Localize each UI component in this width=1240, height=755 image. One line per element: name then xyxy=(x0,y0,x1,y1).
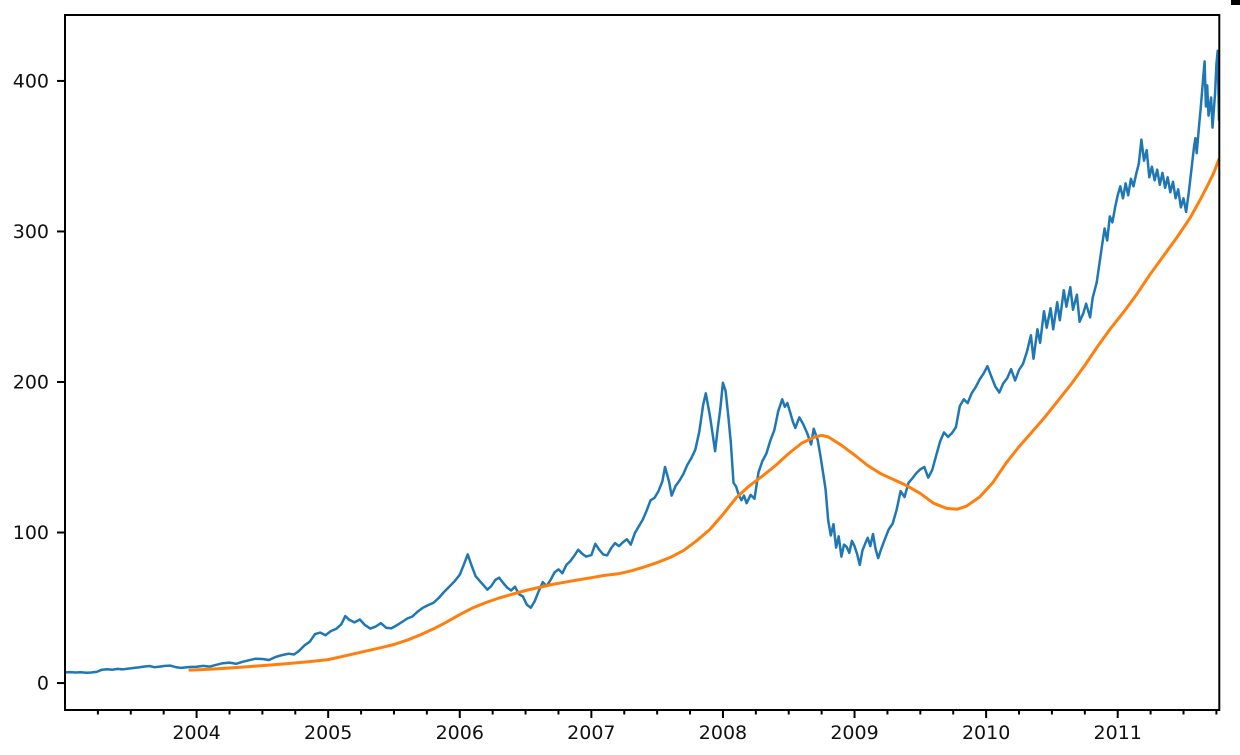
x-tick-label: 2006 xyxy=(436,722,484,744)
y-tick-label: 0 xyxy=(37,673,49,695)
y-tick-label: 400 xyxy=(13,70,49,92)
y-tick-label: 100 xyxy=(13,522,49,544)
x-tick-label: 2009 xyxy=(830,722,878,744)
plot-border xyxy=(64,14,1221,711)
moving-average-line xyxy=(188,157,1220,672)
x-tick-label: 2008 xyxy=(699,722,747,744)
x-tick-label: 2010 xyxy=(962,722,1010,744)
screen-corner-artifact xyxy=(1231,0,1240,5)
x-tick-label: 2004 xyxy=(172,722,220,744)
y-tick-label: 200 xyxy=(13,371,49,393)
x-tick-label: 2005 xyxy=(304,722,352,744)
y-tick-label: 300 xyxy=(13,221,49,243)
x-tick-label: 2007 xyxy=(567,722,615,744)
x-tick-label: 2011 xyxy=(1094,722,1142,744)
price-line xyxy=(65,49,1220,674)
